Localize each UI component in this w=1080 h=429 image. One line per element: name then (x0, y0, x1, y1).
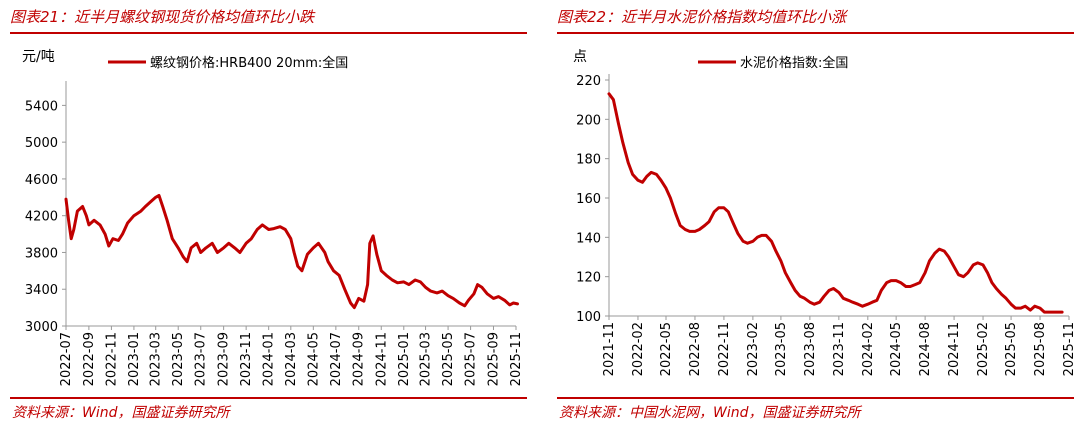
x-tick-label: 2025-01 (397, 332, 412, 386)
y-tick-label: 100 (576, 310, 601, 325)
x-tick-label: 2022-11 (104, 332, 119, 386)
y-tick-label: 5000 (25, 136, 58, 151)
x-tick-label: 2023-11 (832, 322, 847, 376)
x-tick-label: 2024-03 (284, 332, 299, 386)
series-line (64, 194, 519, 310)
legend-label: 螺纹钢价格:HRB400 20mm:全国 (150, 55, 348, 71)
legend-label: 水泥价格指数:全国 (740, 55, 848, 71)
line-chart: 3000 3400 3800 4200 4600 5000 5400 2022-07 2022-… (25, 55, 524, 386)
x-tick-label: 2024-09 (352, 332, 367, 386)
y-tick-label: 4600 (25, 173, 58, 188)
x-tick-label: 2024-11 (374, 332, 389, 386)
x-tick-label: 2022-07 (59, 332, 74, 386)
x-tick-label: 2021-11 (602, 322, 617, 376)
y-tick-label: 120 (576, 271, 601, 286)
x-tick-label: 2025-11 (1062, 322, 1077, 376)
series-line (607, 92, 1064, 314)
y-axis-unit: 元/吨 (22, 49, 55, 65)
figure-title: 图表22：近半月水泥价格指数均值环比小涨 (557, 8, 847, 26)
x-tick-label: 2022-05 (659, 322, 674, 376)
x-tick-label: 2025-07 (464, 332, 479, 386)
x-tick-label: 2023-01 (127, 332, 142, 386)
x-tick-label: 2024-11 (947, 322, 962, 376)
x-tick-label: 2022-02 (631, 322, 646, 376)
x-tick-label: 2023-02 (746, 322, 761, 376)
x-tick-label: 2023-09 (217, 332, 232, 386)
y-tick-label: 180 (576, 153, 601, 168)
x-tick-label: 2023-08 (803, 322, 818, 376)
x-tick-label: 2025-08 (1033, 322, 1048, 376)
title-divider (10, 32, 527, 34)
line-chart: 100 120 140 160 180 200 220 2021-11 2022-02 2022-… (576, 55, 1077, 376)
y-tick-label: 3800 (25, 246, 58, 261)
y-tick-label: 200 (576, 113, 601, 128)
chart-panel-cement: 图表22：近半月水泥价格指数均值环比小涨 点 100 120 140 160 180 20… (547, 0, 1080, 429)
title-divider (557, 32, 1074, 34)
x-tick-label: 2024-08 (918, 322, 933, 376)
x-tick-label: 2022-08 (688, 322, 703, 376)
x-tick-label: 2023-03 (149, 332, 164, 386)
x-tick-label: 2025-05 (441, 332, 456, 386)
x-tick-label: 2024-07 (329, 332, 344, 386)
source-note: 资料来源：Wind，国盛证券研究所 (12, 405, 230, 421)
y-tick-label: 3000 (25, 320, 58, 335)
y-tick-label: 3400 (25, 283, 58, 298)
figure-title: 图表21：近半月螺纹钢现货价格均值环比小跌 (10, 8, 315, 26)
chart-panel-steel: 图表21：近半月螺纹钢现货价格均值环比小跌 元/吨 3000 3400 3800 42… (0, 0, 533, 429)
x-tick-label: 2025-02 (976, 322, 991, 376)
x-tick-label: 2023-07 (194, 332, 209, 386)
y-tick-label: 4200 (25, 210, 58, 225)
x-tick-label: 2023-11 (239, 332, 254, 386)
x-tick-label: 2025-03 (419, 332, 434, 386)
x-tick-label: 2024-02 (861, 322, 876, 376)
source-divider (10, 397, 527, 399)
x-tick-label: 2022-09 (82, 332, 97, 386)
x-tick-label: 2024-01 (262, 332, 277, 386)
x-tick-label: 2024-05 (889, 322, 904, 376)
y-tick-label: 160 (576, 192, 601, 207)
x-tick-label: 2023-05 (171, 332, 186, 386)
x-tick-label: 2025-05 (1004, 322, 1019, 376)
x-tick-label: 2024-05 (306, 332, 321, 386)
y-axis-unit: 点 (573, 49, 587, 65)
x-tick-label: 2025-11 (509, 332, 524, 386)
y-tick-label: 220 (576, 74, 601, 89)
y-tick-label: 5400 (25, 99, 58, 114)
x-tick-label: 2022-11 (717, 322, 732, 376)
y-tick-label: 140 (576, 231, 601, 246)
source-note: 资料来源：中国水泥网，Wind，国盛证券研究所 (559, 405, 861, 421)
source-divider (557, 397, 1074, 399)
x-tick-label: 2023-05 (774, 322, 789, 376)
x-tick-label: 2025-09 (486, 332, 501, 386)
